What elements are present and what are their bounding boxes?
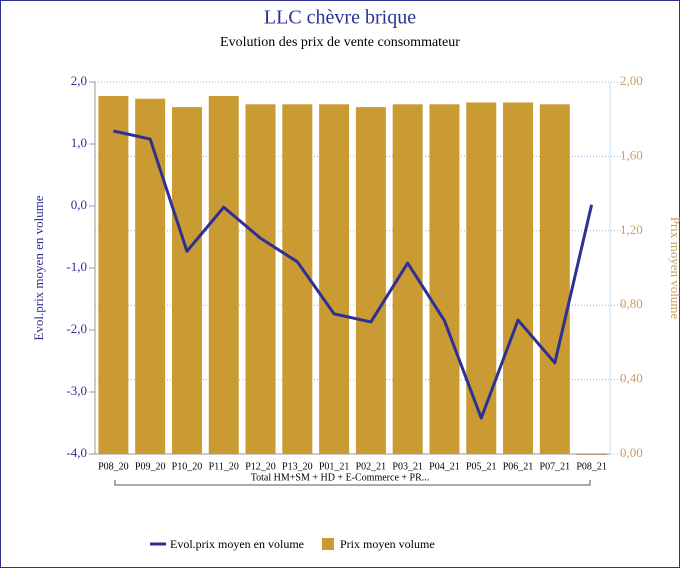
bar (245, 104, 276, 454)
x-tick-label: P03_21 (392, 461, 423, 472)
y2-tick-label: 0,40 (620, 371, 643, 386)
x-tick-label: P13_20 (282, 461, 313, 472)
bar (98, 95, 129, 454)
line (113, 129, 594, 420)
group-label: Total HM+SM + HD + E-Commerce + PR... (251, 472, 430, 483)
y-tick-label: -1,0 (66, 259, 87, 274)
y2-tick-label: 2,00 (620, 73, 643, 88)
bar (208, 95, 239, 454)
x-tick-label: P11_20 (209, 461, 239, 472)
x-tick-label: P12_20 (245, 461, 276, 472)
y-tick-label: -2,0 (66, 321, 87, 336)
y-tick-label: -4,0 (66, 445, 87, 460)
x-tick-label: P04_21 (429, 461, 460, 472)
y-tick-label: -3,0 (66, 383, 87, 398)
bar (539, 104, 570, 454)
bar (355, 107, 386, 455)
x-tick-label: P10_20 (172, 461, 203, 472)
group-bracket (114, 480, 591, 486)
y-tick-label: 2,0 (71, 73, 87, 88)
x-tick-label: P09_20 (135, 461, 166, 472)
y2-tick-label: 0,00 (620, 445, 643, 460)
x-tick-label: P05_21 (466, 461, 497, 472)
y2-tick-label: 1,20 (620, 222, 643, 237)
bar (171, 107, 202, 455)
y2-axis-label: Prix moyen volume (668, 217, 680, 320)
chart-title: LLC chèvre brique (264, 7, 416, 29)
bar (282, 104, 313, 454)
y-tick-label: 0,0 (71, 197, 87, 212)
legend-label: Evol.prix moyen en volume (170, 537, 304, 551)
x-tick-label: P08_21 (576, 461, 607, 472)
legend-swatch (321, 538, 334, 550)
y-tick-label: 1,0 (71, 135, 87, 150)
bar (135, 98, 166, 455)
bar (503, 102, 534, 455)
bar (466, 102, 497, 455)
x-tick-label: P07_21 (540, 461, 571, 472)
x-tick-label: P08_20 (98, 461, 129, 472)
y2-tick-label: 0,80 (620, 296, 643, 311)
y2-tick-label: 1,60 (620, 147, 643, 162)
x-tick-label: P01_21 (319, 461, 350, 472)
y-axis-label: Evol.prix moyen en volume (31, 195, 46, 340)
bar (429, 104, 460, 454)
legend-label: Prix moyen volume (340, 537, 435, 551)
chart-subtitle: Evolution des prix de vente consommateur (220, 35, 460, 50)
x-tick-label: P02_21 (356, 461, 387, 472)
bar (319, 104, 350, 454)
x-tick-label: P06_21 (503, 461, 534, 472)
